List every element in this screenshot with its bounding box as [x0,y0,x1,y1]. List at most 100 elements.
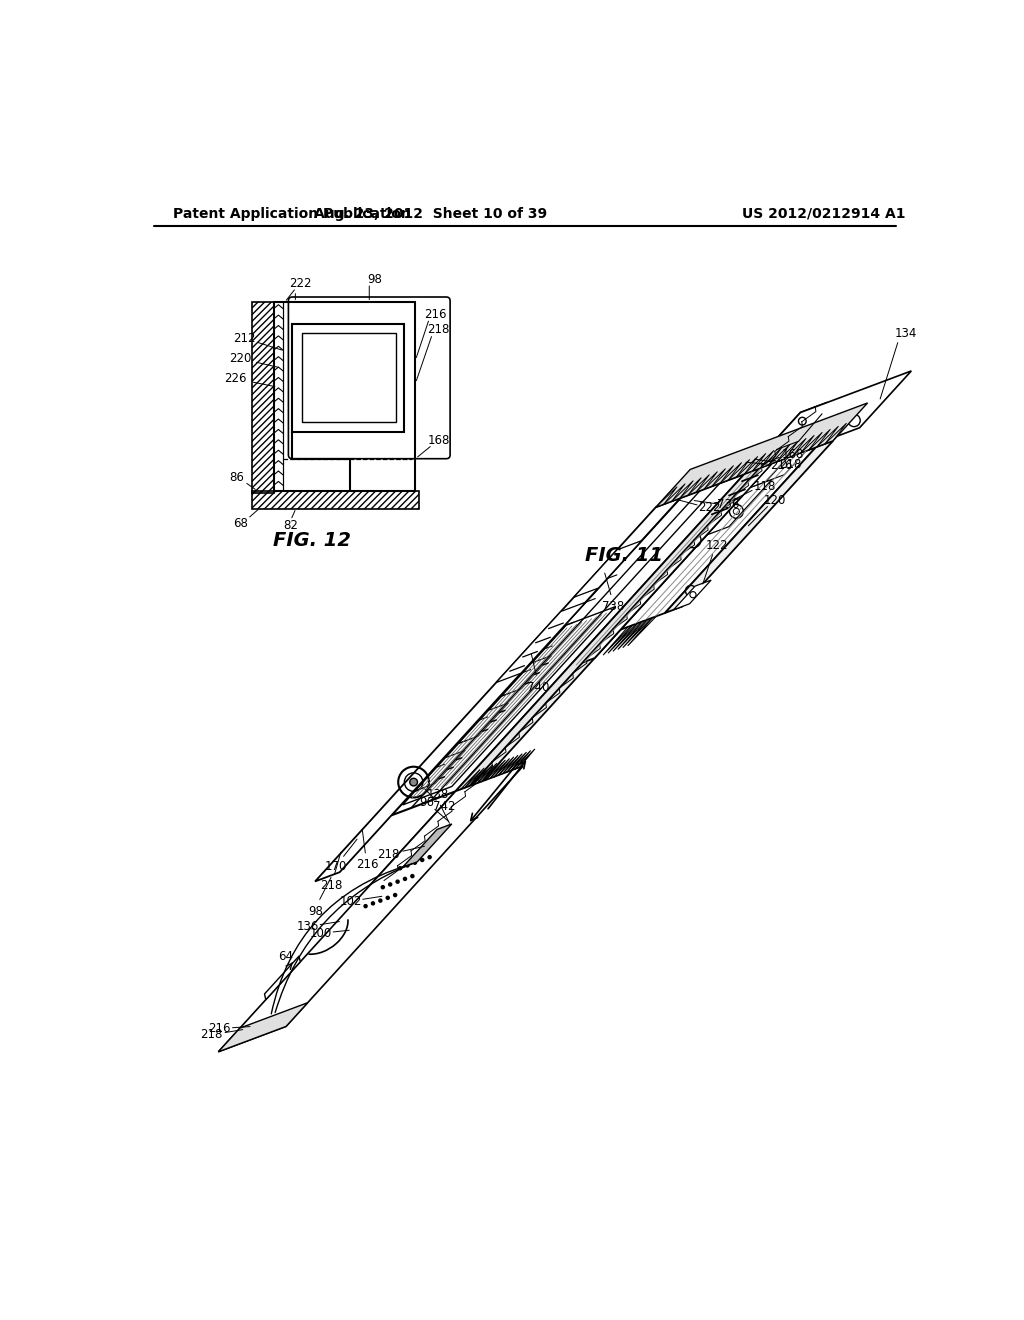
Circle shape [467,813,470,817]
Polygon shape [766,451,806,482]
Text: 742: 742 [433,800,456,813]
Text: 226: 226 [224,372,247,385]
Text: Aug. 23, 2012  Sheet 10 of 39: Aug. 23, 2012 Sheet 10 of 39 [314,207,548,220]
Bar [301,333,396,422]
Text: 100: 100 [310,927,333,940]
Circle shape [457,816,461,820]
Polygon shape [502,656,552,696]
Text: FIG. 12: FIG. 12 [272,531,350,550]
Circle shape [414,861,417,865]
Text: 218: 218 [201,1028,223,1041]
Circle shape [410,779,418,785]
Polygon shape [459,702,509,743]
Circle shape [396,880,399,883]
Circle shape [406,865,409,867]
Bar [292,323,403,432]
Text: 118: 118 [754,480,776,494]
Bar [292,323,403,432]
Text: 218: 218 [321,879,343,892]
Circle shape [381,886,384,888]
Polygon shape [384,403,827,880]
Text: 64: 64 [278,950,293,962]
Text: 168: 168 [781,447,804,461]
Text: FIG. 11: FIG. 11 [585,546,663,565]
Circle shape [465,808,468,812]
Polygon shape [416,750,465,791]
Polygon shape [573,541,641,597]
Text: 136: 136 [297,920,319,933]
Circle shape [389,883,392,886]
Circle shape [460,809,463,813]
Circle shape [386,896,389,899]
Circle shape [452,818,456,822]
Polygon shape [402,607,615,805]
Bar [301,333,396,422]
Text: 68: 68 [233,517,248,529]
Circle shape [393,894,396,896]
Circle shape [428,855,431,859]
Text: 212: 212 [233,333,256,345]
Polygon shape [419,812,460,842]
Text: Patent Application Publication: Patent Application Publication [173,207,411,220]
Polygon shape [567,463,771,668]
Circle shape [379,899,382,902]
Circle shape [403,878,407,880]
Text: 738: 738 [602,601,625,612]
FancyBboxPatch shape [289,297,451,459]
Text: 216: 216 [770,458,793,471]
Text: 134: 134 [895,327,918,341]
Text: 168: 168 [427,434,450,446]
Text: 98: 98 [308,904,323,917]
Text: 216: 216 [208,1022,230,1035]
Circle shape [398,867,401,870]
Circle shape [372,902,375,906]
Polygon shape [749,371,911,470]
Polygon shape [655,403,867,507]
Bar [252,302,273,494]
Circle shape [482,796,485,800]
Text: US 2012/0212914 A1: US 2012/0212914 A1 [741,207,905,220]
Text: 120: 120 [764,494,786,507]
Circle shape [364,904,367,908]
Polygon shape [218,766,523,1052]
Polygon shape [621,447,816,630]
Polygon shape [370,407,815,886]
Text: 98: 98 [368,273,382,286]
Bar [252,491,419,508]
Text: 216: 216 [356,858,379,871]
Polygon shape [402,824,452,867]
Circle shape [474,804,478,808]
Text: 138: 138 [427,788,449,801]
Text: 218: 218 [427,323,450,335]
Polygon shape [665,441,834,612]
Text: 740: 740 [527,681,550,693]
Circle shape [469,807,473,809]
Text: 220: 220 [229,352,252,366]
Polygon shape [218,1003,307,1052]
Text: 96: 96 [419,796,434,809]
Circle shape [411,875,414,878]
Text: 216: 216 [424,308,446,321]
Text: 86: 86 [229,471,245,483]
Polygon shape [264,956,300,999]
Circle shape [477,797,481,801]
Polygon shape [456,469,759,792]
Polygon shape [674,579,711,610]
Circle shape [467,801,471,805]
Text: 218: 218 [378,847,399,861]
Circle shape [472,800,476,803]
Text: 82: 82 [284,519,298,532]
Polygon shape [750,458,787,487]
Polygon shape [707,479,772,535]
Text: 122: 122 [707,540,728,552]
Text: 222: 222 [289,277,311,290]
Polygon shape [714,463,771,507]
Text: 218: 218 [779,458,802,471]
Text: 736: 736 [717,498,739,511]
Text: 102: 102 [340,895,361,908]
Circle shape [462,814,466,818]
Polygon shape [497,602,586,682]
Polygon shape [315,498,680,882]
Polygon shape [391,474,744,816]
Circle shape [421,858,424,862]
